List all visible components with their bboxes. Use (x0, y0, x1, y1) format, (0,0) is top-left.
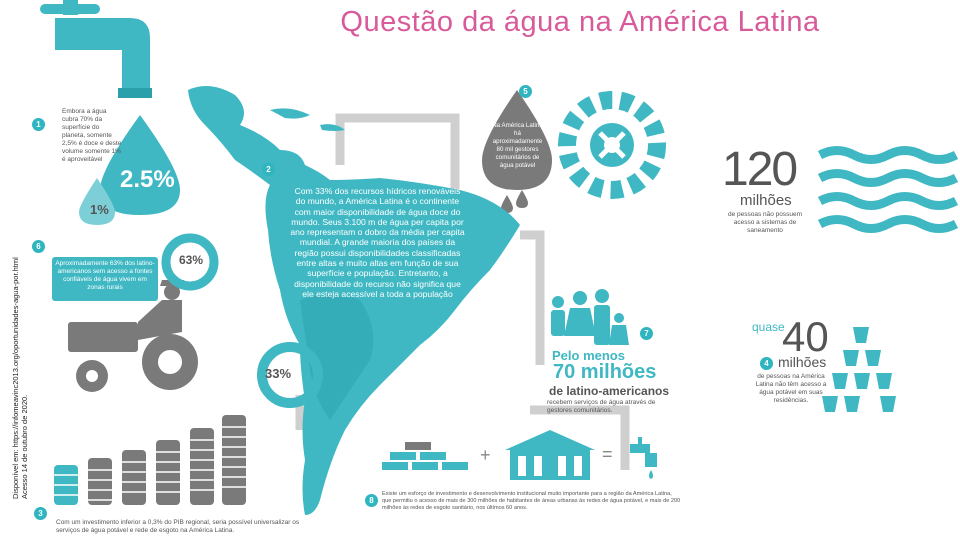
page-title: Questão da água na América Latina (340, 6, 820, 38)
section-5-text: Na América Latina há aproximadamente 80 … (492, 122, 543, 169)
section-4-prefix: quase (752, 320, 785, 334)
section-4-text: de pessoas na América Latina não têm ace… (755, 373, 827, 404)
section-2-text: Com 33% dos recursos hídricos renováveis… (290, 186, 465, 299)
source-line-2: Acesso 14 de outubro de 2020. (20, 394, 29, 499)
section-7-text: recebem serviços de água através de gest… (547, 399, 656, 414)
section-7-prefix: Pelo menos (552, 348, 625, 363)
tiny-drops (501, 190, 528, 213)
tractor-icon (68, 280, 198, 392)
section-4-unit: milhões (778, 354, 827, 370)
section-2-number: 2 (262, 163, 275, 176)
money-stacks-icon (382, 442, 468, 470)
building-icon (505, 430, 595, 480)
section-1-number: 1 (32, 118, 45, 131)
pct-63: 63% (179, 253, 204, 267)
section-6-number: 6 (32, 240, 45, 253)
section-1-text: Embora a água cubra 70% da superfície do… (62, 108, 122, 163)
plus-sign: + (480, 445, 491, 465)
ring-63-icon (161, 233, 219, 291)
pct-1: 1% (90, 202, 109, 217)
pct-2-5: 2.5% (120, 166, 175, 193)
coin-stacks-icon (54, 415, 246, 505)
water-glasses-icon (822, 327, 896, 412)
s120-number: 120 (722, 143, 798, 196)
gray-drop-icon (482, 90, 552, 190)
section-4-number-big: 40 (782, 313, 829, 360)
s120-unit: milhões (740, 192, 792, 209)
section-4-number: 4 (760, 357, 773, 370)
section-7-sub: de latino-americanos (549, 384, 670, 398)
caribbean-islands (270, 108, 345, 131)
community-circle-icon (558, 91, 666, 199)
source-line-1: Disponível em: https://infomeavinc2013.o… (11, 257, 20, 499)
small-faucet-icon (630, 437, 657, 479)
faucet-icon (40, 0, 152, 98)
section-3-number: 3 (34, 507, 47, 520)
section-6-text: Aproximadamente 63% dos latino-americano… (52, 257, 158, 301)
section-8-text: Existe um esforço de investimento e dese… (382, 491, 681, 511)
section-7-number-big: 70 milhões (553, 361, 657, 383)
section-3-text: Com um investimento inferior a 0,3% do P… (56, 519, 300, 534)
big-drop-icon (100, 115, 180, 215)
latin-america-map (188, 86, 520, 515)
small-drop-icon (79, 178, 115, 225)
source-citation: Disponível em: https://infomeavinc2013.o… (11, 99, 29, 499)
ring-33-icon (257, 342, 323, 408)
section-7-number: 7 (640, 327, 653, 340)
section-5-number: 5 (519, 85, 532, 98)
family-icon (551, 289, 629, 345)
section-8-number: 8 (365, 494, 378, 507)
equals-sign: = (602, 444, 613, 464)
waves-icon (817, 146, 959, 233)
pct-33: 33% (265, 366, 292, 381)
s120-text: de pessoas não possuem acesso a sistemas… (727, 211, 803, 234)
